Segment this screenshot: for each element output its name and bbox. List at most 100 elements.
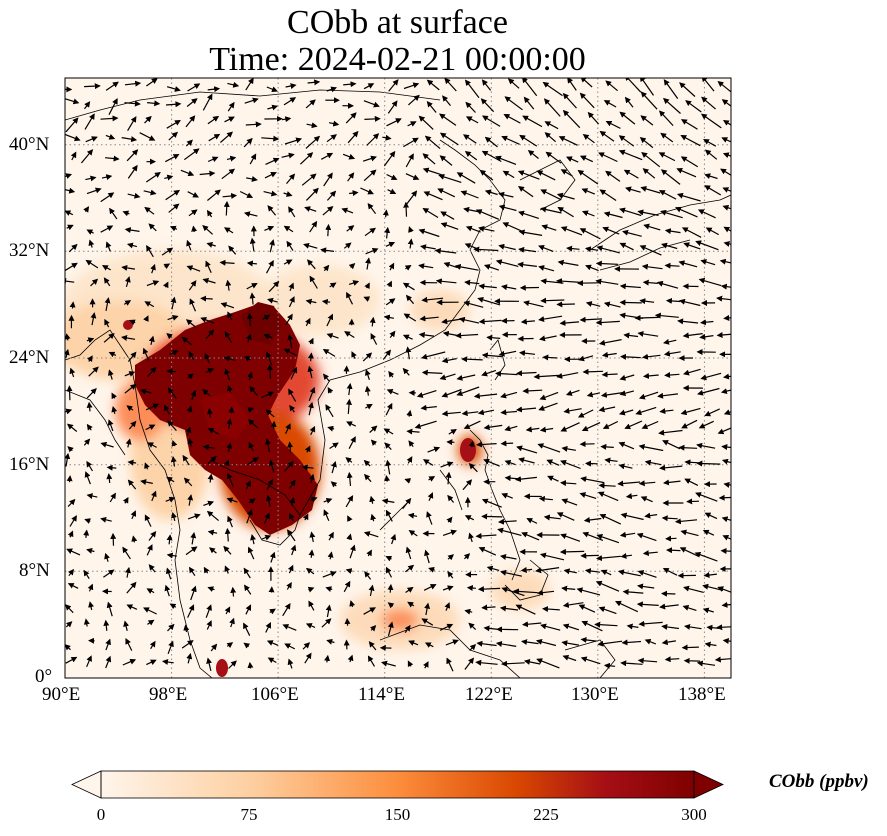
wind-arrow bbox=[464, 79, 480, 99]
wind-arrow bbox=[557, 259, 579, 266]
wind-arrow bbox=[523, 300, 544, 308]
wind-arrow bbox=[185, 426, 192, 436]
wind-arrow bbox=[128, 319, 136, 326]
wind-arrow bbox=[385, 555, 393, 562]
coastlines bbox=[65, 89, 731, 678]
wind-arrow bbox=[363, 473, 372, 483]
wind-arrow bbox=[307, 586, 315, 593]
wind-arrow bbox=[696, 660, 716, 667]
wind-arrow bbox=[407, 601, 415, 608]
wind-arrow bbox=[481, 604, 496, 611]
wind-arrow bbox=[498, 243, 516, 251]
wind-arrow bbox=[481, 498, 502, 508]
wind-arrow bbox=[562, 92, 577, 109]
wind-arrow bbox=[447, 570, 454, 579]
wind-arrow bbox=[418, 332, 434, 338]
wind-arrow bbox=[504, 459, 516, 466]
wind-arrow bbox=[121, 335, 136, 341]
wind-arrow bbox=[427, 446, 441, 453]
wind-arrow bbox=[597, 491, 619, 502]
wind-arrow bbox=[635, 406, 657, 416]
wind-arrow bbox=[694, 551, 718, 562]
wind-arrow bbox=[326, 638, 335, 645]
wind-arrow bbox=[107, 369, 114, 380]
wind-arrow bbox=[660, 209, 683, 219]
wind-arrow bbox=[463, 420, 481, 430]
wind-arrow bbox=[386, 118, 402, 127]
wind-arrow bbox=[539, 335, 557, 342]
wind-arrow bbox=[249, 153, 257, 165]
wind-arrow bbox=[90, 278, 99, 287]
wind-arrow bbox=[268, 280, 280, 293]
wind-arrow bbox=[330, 481, 338, 488]
wind-arrow bbox=[289, 479, 296, 489]
wind-arrow bbox=[84, 83, 101, 90]
wind-arrow bbox=[560, 226, 583, 236]
wind-arrow bbox=[661, 242, 678, 250]
wind-arrow bbox=[290, 366, 298, 380]
wind-arrow bbox=[721, 444, 731, 451]
wind-arrow bbox=[366, 549, 372, 557]
wind-arrow bbox=[639, 137, 654, 149]
wind-arrow bbox=[187, 494, 194, 506]
wind-arrow bbox=[421, 369, 443, 376]
wind-arrow bbox=[663, 350, 681, 357]
wind-arrow bbox=[263, 190, 278, 197]
wind-arrow bbox=[262, 314, 271, 321]
wind-arrow bbox=[226, 472, 234, 487]
wind-arrow bbox=[261, 534, 272, 541]
wind-arrow bbox=[103, 277, 111, 287]
wind-arrow bbox=[663, 97, 681, 114]
wind-arrow bbox=[427, 492, 434, 502]
wind-arrow bbox=[578, 355, 594, 362]
wind-arrow bbox=[483, 264, 499, 271]
wind-arrow bbox=[189, 298, 197, 312]
wind-arrow bbox=[85, 136, 98, 143]
wind-arrow bbox=[637, 209, 659, 216]
wind-arrow bbox=[162, 281, 169, 289]
wind-arrow bbox=[623, 332, 639, 339]
wind-arrow bbox=[678, 260, 698, 268]
wind-arrow bbox=[478, 318, 502, 325]
wind-arrow bbox=[69, 367, 76, 378]
wind-arrow bbox=[329, 282, 337, 289]
wind-arrow bbox=[126, 242, 138, 249]
wind-arrow bbox=[266, 86, 278, 93]
wind-arrow bbox=[595, 260, 619, 267]
wind-arrow bbox=[463, 553, 471, 560]
wind-arrow bbox=[346, 471, 353, 486]
wind-arrow bbox=[66, 423, 78, 432]
wind-arrow bbox=[367, 202, 377, 215]
wind-arrow bbox=[639, 78, 654, 96]
wind-arrow bbox=[515, 476, 537, 483]
wind-arrow bbox=[86, 655, 92, 668]
wind-arrow bbox=[83, 438, 91, 446]
wind-arrow bbox=[502, 170, 515, 179]
wind-arrow bbox=[343, 580, 351, 593]
wind-arrow bbox=[495, 370, 518, 377]
wind-arrow bbox=[246, 283, 258, 290]
wind-arrow bbox=[407, 660, 414, 668]
wind-arrow bbox=[458, 316, 480, 324]
wind-arrow bbox=[603, 301, 621, 308]
wind-arrow bbox=[187, 437, 194, 447]
wind-arrow bbox=[66, 475, 73, 483]
wind-arrow bbox=[370, 333, 378, 345]
wind-arrow bbox=[620, 552, 632, 559]
wind-arrow bbox=[83, 618, 90, 627]
wind-arrow bbox=[444, 602, 451, 611]
wind-arrow bbox=[717, 80, 731, 93]
wind-arrow bbox=[224, 565, 231, 574]
wind-arrow bbox=[599, 514, 622, 525]
wind-arrow bbox=[385, 509, 393, 522]
wind-arrow bbox=[347, 130, 359, 144]
wind-arrow bbox=[205, 604, 212, 618]
wind-arrow bbox=[183, 477, 193, 487]
wind-arrow bbox=[202, 93, 213, 111]
wind-arrow bbox=[106, 464, 117, 471]
wind-arrow bbox=[405, 173, 420, 180]
wind-arrow bbox=[127, 459, 137, 466]
wind-arrow bbox=[126, 604, 138, 610]
wind-arrow bbox=[124, 227, 140, 233]
wind-arrow bbox=[402, 282, 415, 291]
